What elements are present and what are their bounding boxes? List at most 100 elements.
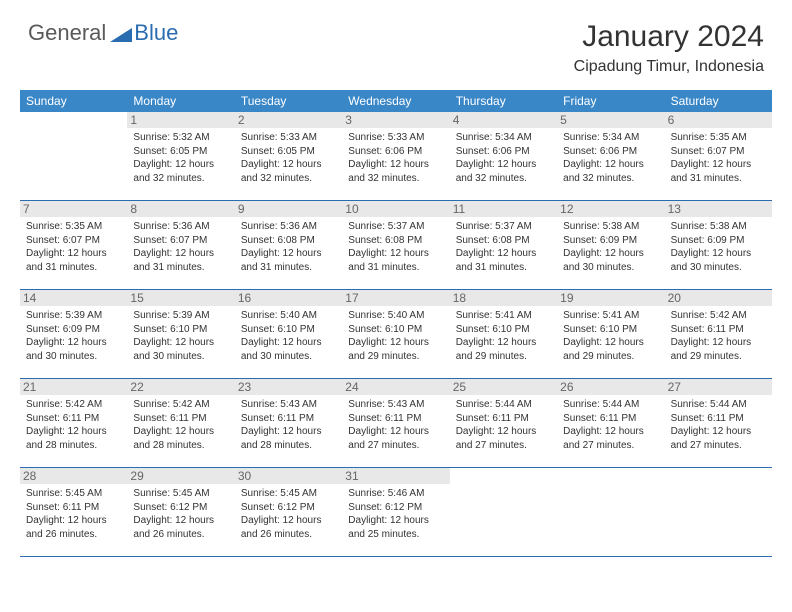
day-number: 12	[557, 201, 664, 217]
calendar: SundayMondayTuesdayWednesdayThursdayFrid…	[20, 90, 772, 557]
calendar-cell: 30Sunrise: 5:45 AMSunset: 6:12 PMDayligh…	[235, 468, 342, 556]
calendar-cell	[450, 468, 557, 556]
day-number: 20	[665, 290, 772, 306]
day-number: 3	[342, 112, 449, 128]
day-header: Sunday	[20, 90, 127, 112]
weeks: 1 Sunrise: 5:32 AMSunset: 6:05 PMDaylight…	[20, 112, 772, 557]
day-detail: Sunrise: 5:38 AMSunset: 6:09 PMDaylight:…	[671, 220, 766, 274]
calendar-cell: 24Sunrise: 5:43 AMSunset: 6:11 PMDayligh…	[342, 379, 449, 467]
day-number: 5	[557, 112, 664, 128]
calendar-cell: 31 Sunrise: 5:46 AMSunset: 6:12 PMDayligh…	[342, 468, 449, 556]
day-detail: Sunrise: 5:36 AMSunset: 6:08 PMDaylight:…	[241, 220, 336, 274]
day-number: 21	[20, 379, 127, 395]
day-detail: Sunrise: 5:44 AMSunset: 6:11 PMDaylight:…	[456, 398, 551, 452]
day-detail: Sunrise: 5:33 AMSunset: 6:05 PMDaylight:…	[241, 131, 336, 185]
calendar-cell: 17 Sunrise: 5:40 AMSunset: 6:10 PMDayligh…	[342, 290, 449, 378]
day-detail: Sunrise: 5:34 AMSunset: 6:06 PMDaylight:…	[563, 131, 658, 185]
calendar-cell: 11 Sunrise: 5:37 AMSunset: 6:08 PMDayligh…	[450, 201, 557, 289]
day-number: 30	[235, 468, 342, 484]
day-detail: Sunrise: 5:40 AMSunset: 6:10 PMDaylight:…	[348, 309, 443, 363]
logo-text-general: General	[28, 20, 106, 46]
calendar-cell: 13 Sunrise: 5:38 AMSunset: 6:09 PMDayligh…	[665, 201, 772, 289]
calendar-cell: 25 Sunrise: 5:44 AMSunset: 6:11 PMDayligh…	[450, 379, 557, 467]
calendar-cell: 28Sunrise: 5:45 AMSunset: 6:11 PMDayligh…	[20, 468, 127, 556]
week-row: 14 Sunrise: 5:39 AMSunset: 6:09 PMDayligh…	[20, 290, 772, 379]
week-row: 7Sunrise: 5:35 AMSunset: 6:07 PMDaylight…	[20, 201, 772, 290]
day-number: 24	[342, 379, 449, 395]
calendar-cell: 22 Sunrise: 5:42 AMSunset: 6:11 PMDayligh…	[127, 379, 234, 467]
calendar-cell: 23 Sunrise: 5:43 AMSunset: 6:11 PMDayligh…	[235, 379, 342, 467]
week-row: 28Sunrise: 5:45 AMSunset: 6:11 PMDayligh…	[20, 468, 772, 557]
day-header: Friday	[557, 90, 664, 112]
day-detail: Sunrise: 5:39 AMSunset: 6:09 PMDaylight:…	[26, 309, 121, 363]
day-header: Monday	[127, 90, 234, 112]
calendar-cell: 3 Sunrise: 5:33 AMSunset: 6:06 PMDaylight…	[342, 112, 449, 200]
logo: General Blue	[28, 20, 178, 46]
week-row: 21 Sunrise: 5:42 AMSunset: 6:11 PMDayligh…	[20, 379, 772, 468]
day-number: 18	[450, 290, 557, 306]
day-header: Thursday	[450, 90, 557, 112]
day-number: 29	[127, 468, 234, 484]
day-detail: Sunrise: 5:42 AMSunset: 6:11 PMDaylight:…	[133, 398, 228, 452]
day-detail: Sunrise: 5:40 AMSunset: 6:10 PMDaylight:…	[241, 309, 336, 363]
calendar-cell: 15Sunrise: 5:39 AMSunset: 6:10 PMDayligh…	[127, 290, 234, 378]
day-number: 31	[342, 468, 449, 484]
calendar-cell: 6Sunrise: 5:35 AMSunset: 6:07 PMDaylight…	[665, 112, 772, 200]
calendar-cell: 2 Sunrise: 5:33 AMSunset: 6:05 PMDaylight…	[235, 112, 342, 200]
day-number: 7	[20, 201, 127, 217]
day-detail: Sunrise: 5:45 AMSunset: 6:11 PMDaylight:…	[26, 487, 121, 541]
header: General Blue January 2024 Cipadung Timur…	[0, 0, 792, 84]
day-detail: Sunrise: 5:42 AMSunset: 6:11 PMDaylight:…	[26, 398, 121, 452]
day-headers: SundayMondayTuesdayWednesdayThursdayFrid…	[20, 90, 772, 112]
day-number: 19	[557, 290, 664, 306]
day-number: 1	[127, 112, 234, 128]
calendar-cell: 26 Sunrise: 5:44 AMSunset: 6:11 PMDayligh…	[557, 379, 664, 467]
day-number: 13	[665, 201, 772, 217]
day-number: 11	[450, 201, 557, 217]
day-detail: Sunrise: 5:33 AMSunset: 6:06 PMDaylight:…	[348, 131, 443, 185]
calendar-cell	[665, 468, 772, 556]
day-detail: Sunrise: 5:44 AMSunset: 6:11 PMDaylight:…	[671, 398, 766, 452]
location: Cipadung Timur, Indonesia	[574, 58, 764, 76]
title-block: January 2024 Cipadung Timur, Indonesia	[574, 20, 764, 76]
day-detail: Sunrise: 5:38 AMSunset: 6:09 PMDaylight:…	[563, 220, 658, 274]
day-number: 6	[665, 112, 772, 128]
day-number: 15	[127, 290, 234, 306]
calendar-cell: 20 Sunrise: 5:42 AMSunset: 6:11 PMDayligh…	[665, 290, 772, 378]
calendar-cell: 1 Sunrise: 5:32 AMSunset: 6:05 PMDaylight…	[127, 112, 234, 200]
day-number: 8	[127, 201, 234, 217]
month-title: January 2024	[574, 20, 764, 54]
day-number: 2	[235, 112, 342, 128]
day-number: 22	[127, 379, 234, 395]
calendar-cell: 16 Sunrise: 5:40 AMSunset: 6:10 PMDayligh…	[235, 290, 342, 378]
day-detail: Sunrise: 5:37 AMSunset: 6:08 PMDaylight:…	[456, 220, 551, 274]
calendar-cell: 8 Sunrise: 5:36 AMSunset: 6:07 PMDaylight…	[127, 201, 234, 289]
calendar-cell: 7Sunrise: 5:35 AMSunset: 6:07 PMDaylight…	[20, 201, 127, 289]
calendar-cell: 21 Sunrise: 5:42 AMSunset: 6:11 PMDayligh…	[20, 379, 127, 467]
calendar-cell: 19Sunrise: 5:41 AMSunset: 6:10 PMDayligh…	[557, 290, 664, 378]
day-number: 9	[235, 201, 342, 217]
day-number: 27	[665, 379, 772, 395]
calendar-cell: 29Sunrise: 5:45 AMSunset: 6:12 PMDayligh…	[127, 468, 234, 556]
week-row: 1 Sunrise: 5:32 AMSunset: 6:05 PMDaylight…	[20, 112, 772, 201]
calendar-cell: 27 Sunrise: 5:44 AMSunset: 6:11 PMDayligh…	[665, 379, 772, 467]
day-number: 14	[20, 290, 127, 306]
day-number: 4	[450, 112, 557, 128]
day-detail: Sunrise: 5:43 AMSunset: 6:11 PMDaylight:…	[241, 398, 336, 452]
day-detail: Sunrise: 5:46 AMSunset: 6:12 PMDaylight:…	[348, 487, 443, 541]
day-number: 26	[557, 379, 664, 395]
day-number: 23	[235, 379, 342, 395]
logo-text-blue: Blue	[134, 20, 178, 46]
day-detail: Sunrise: 5:44 AMSunset: 6:11 PMDaylight:…	[563, 398, 658, 452]
day-detail: Sunrise: 5:42 AMSunset: 6:11 PMDaylight:…	[671, 309, 766, 363]
calendar-cell: 9 Sunrise: 5:36 AMSunset: 6:08 PMDaylight…	[235, 201, 342, 289]
day-detail: Sunrise: 5:36 AMSunset: 6:07 PMDaylight:…	[133, 220, 228, 274]
day-detail: Sunrise: 5:34 AMSunset: 6:06 PMDaylight:…	[456, 131, 551, 185]
day-header: Wednesday	[342, 90, 449, 112]
day-number: 25	[450, 379, 557, 395]
day-header: Tuesday	[235, 90, 342, 112]
day-number: 17	[342, 290, 449, 306]
calendar-cell: 5 Sunrise: 5:34 AMSunset: 6:06 PMDaylight…	[557, 112, 664, 200]
day-number: 16	[235, 290, 342, 306]
day-detail: Sunrise: 5:32 AMSunset: 6:05 PMDaylight:…	[133, 131, 228, 185]
